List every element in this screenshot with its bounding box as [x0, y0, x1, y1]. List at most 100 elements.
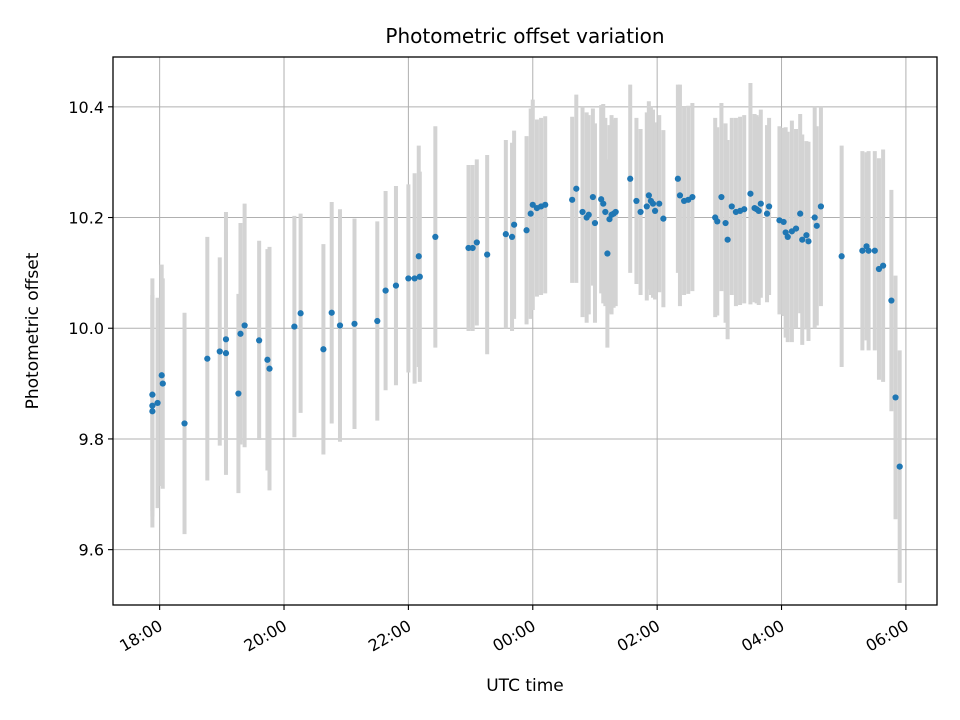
data-point — [780, 218, 787, 226]
data-point — [871, 247, 878, 254]
data-point — [813, 222, 820, 229]
data-point — [803, 232, 810, 239]
data-point — [649, 200, 657, 207]
data-point — [600, 200, 607, 207]
data-point — [204, 355, 211, 362]
data-point — [755, 207, 762, 214]
data-point — [235, 390, 242, 397]
data-point — [181, 420, 188, 427]
data-point — [297, 310, 304, 317]
data-point — [724, 236, 731, 243]
data-point — [405, 275, 412, 282]
data-point — [336, 322, 344, 329]
data-point — [784, 233, 791, 240]
data-point — [637, 208, 644, 216]
data-point — [656, 200, 663, 207]
data-point — [589, 193, 596, 201]
data-point — [527, 210, 534, 217]
data-point — [473, 239, 480, 246]
data-point — [722, 219, 729, 227]
data-point — [643, 203, 650, 210]
data-point — [612, 208, 619, 216]
data-point — [838, 253, 845, 260]
data-point — [241, 322, 248, 329]
data-point — [896, 463, 903, 470]
data-point — [674, 175, 681, 182]
data-point — [291, 323, 298, 330]
data-point — [264, 356, 271, 363]
data-point — [511, 221, 518, 228]
data-point — [633, 197, 640, 205]
data-point — [158, 372, 165, 379]
data-point — [216, 348, 223, 355]
data-point — [747, 190, 754, 197]
data-point — [718, 193, 725, 201]
data-point — [689, 193, 696, 201]
y-tick-label: 10.2 — [68, 209, 104, 228]
y-tick-label: 9.8 — [79, 430, 104, 449]
data-point — [880, 262, 887, 269]
data-point — [627, 175, 634, 182]
data-point — [573, 185, 580, 192]
y-tick-label: 10.4 — [68, 98, 104, 117]
data-point — [602, 208, 609, 216]
data-point — [579, 208, 586, 216]
data-point — [763, 210, 771, 217]
data-point — [888, 297, 895, 304]
data-point — [328, 309, 335, 316]
data-point — [765, 203, 773, 210]
data-point — [714, 218, 721, 225]
data-point — [508, 233, 516, 240]
data-point — [585, 211, 592, 218]
data-point — [237, 330, 244, 337]
data-point — [484, 251, 491, 258]
data-point — [797, 210, 804, 217]
data-point — [591, 219, 599, 227]
data-point — [415, 253, 422, 260]
data-point — [757, 200, 764, 207]
data-point — [875, 265, 883, 273]
data-point — [382, 287, 389, 294]
y-tick-label: 9.6 — [79, 541, 104, 560]
data-point — [256, 337, 263, 344]
data-point — [222, 336, 230, 343]
data-point — [159, 380, 166, 387]
data-point — [728, 203, 735, 210]
data-point — [892, 394, 899, 401]
data-point — [604, 250, 611, 257]
y-axis-title: Photometric offset — [23, 252, 43, 409]
data-point — [392, 282, 400, 289]
data-point — [660, 215, 667, 222]
data-point — [374, 317, 381, 325]
data-point — [149, 402, 156, 409]
data-point — [529, 201, 536, 208]
chart-title: Photometric offset variation — [385, 24, 664, 48]
data-point — [469, 244, 476, 252]
data-point — [859, 247, 866, 254]
data-point — [811, 214, 818, 221]
plot-frame — [112, 56, 938, 606]
data-point — [741, 206, 748, 213]
data-point — [676, 192, 684, 199]
data-point — [817, 203, 825, 210]
data-point — [320, 346, 327, 353]
y-tick-label: 10.0 — [68, 319, 104, 338]
data-point — [645, 192, 652, 199]
data-point — [792, 225, 800, 232]
data-points — [149, 175, 903, 470]
data-point — [569, 196, 576, 203]
x-axis-title: UTC time — [486, 676, 564, 696]
data-point — [523, 227, 530, 234]
data-point — [865, 247, 872, 254]
data-point — [502, 231, 509, 238]
data-point — [805, 238, 812, 245]
data-point — [149, 391, 156, 398]
data-point — [149, 408, 156, 415]
data-point — [416, 273, 423, 280]
data-point — [542, 201, 549, 208]
data-point — [432, 233, 439, 240]
data-point — [351, 320, 358, 327]
data-point — [222, 350, 230, 357]
data-point — [411, 275, 418, 282]
